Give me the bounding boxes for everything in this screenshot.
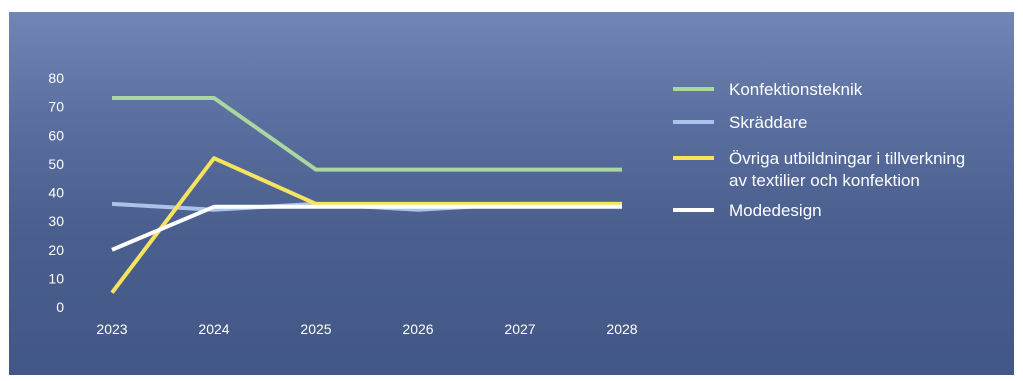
y-tick-label: 10 xyxy=(48,270,64,286)
series-line xyxy=(110,156,622,294)
legend-label: Modedesign xyxy=(729,201,822,220)
y-tick-label: 70 xyxy=(48,99,64,115)
x-tick-label: 2023 xyxy=(96,321,127,337)
x-axis-ticks: 2023 2024 2025 2026 2027 2028 xyxy=(96,321,637,337)
y-tick-label: 20 xyxy=(48,242,64,258)
x-tick-label: 2024 xyxy=(198,321,229,337)
x-tick-label: 2026 xyxy=(402,321,433,337)
y-tick-label: 40 xyxy=(48,185,64,201)
legend: Konfektionsteknik Skräddare Övriga utbildn… xyxy=(673,80,965,220)
legend-label: Skräddare xyxy=(729,113,807,132)
legend-label: av textilier och konfektion xyxy=(729,171,920,190)
x-tick-label: 2028 xyxy=(606,321,637,337)
series-line xyxy=(112,96,622,172)
x-tick-label: 2027 xyxy=(504,321,535,337)
legend-item: Skräddare xyxy=(673,113,807,132)
y-tick-label: 80 xyxy=(48,70,64,86)
legend-label: Konfektionsteknik xyxy=(729,80,863,99)
legend-label: Övriga utbildningar i tillverkning xyxy=(729,149,965,168)
legend-item: Övriga utbildningar i tillverkning av tex… xyxy=(673,149,965,190)
series-lines xyxy=(110,96,622,294)
legend-item: Modedesign xyxy=(673,201,822,220)
series-line xyxy=(111,204,622,252)
chart-background xyxy=(9,12,1014,375)
y-tick-label: 0 xyxy=(56,299,64,315)
x-tick-label: 2025 xyxy=(300,321,331,337)
y-tick-label: 50 xyxy=(48,156,64,172)
y-tick-label: 30 xyxy=(48,213,64,229)
legend-item: Konfektionsteknik xyxy=(673,80,863,99)
y-axis-ticks: 0 10 20 30 40 50 60 70 80 xyxy=(48,70,64,315)
y-tick-label: 60 xyxy=(48,127,64,143)
